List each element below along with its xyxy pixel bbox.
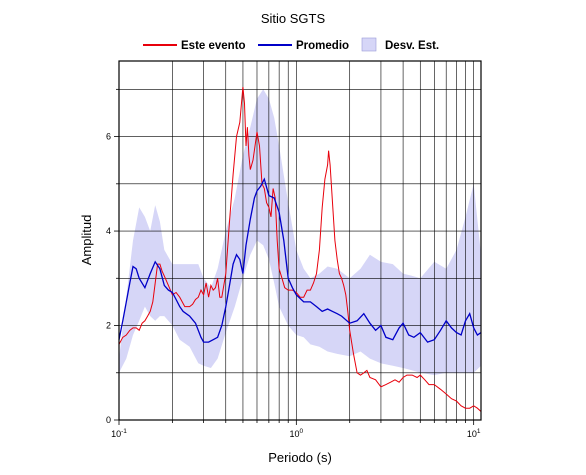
legend-label-promedio: Promedio [296, 40, 349, 52]
plot-frame [118, 60, 482, 421]
y-tick-label: 0 [106, 415, 111, 425]
grid-lines [118, 61, 481, 420]
x-axis-label: Periodo (s) [268, 450, 332, 465]
y-axis: 0 2 4 6 [106, 88, 119, 425]
x-tick-label: 10-1 [111, 428, 127, 439]
series-line-este-evento [118, 86, 482, 412]
legend-swatch-desv-est [361, 37, 377, 52]
x-axis: 10-1 100 101 [111, 420, 481, 439]
chart-title: Sitio SGTS [261, 11, 326, 26]
legend-label-este-evento: Este evento [181, 40, 246, 52]
legend: Este evento Promedio Desv. Est. [143, 37, 439, 52]
x-tick-label: 101 [467, 428, 481, 439]
y-tick-label: 2 [106, 321, 111, 331]
y-tick-label: 6 [106, 132, 111, 142]
x-tick-label: 100 [290, 428, 304, 439]
legend-label-desv-est: Desv. Est. [385, 40, 439, 52]
y-axis-label: Amplitud [79, 215, 94, 266]
y-tick-label: 4 [106, 226, 111, 236]
plot-area [118, 60, 482, 421]
std-dev-band [119, 89, 481, 376]
series-line-promedio [118, 177, 482, 343]
